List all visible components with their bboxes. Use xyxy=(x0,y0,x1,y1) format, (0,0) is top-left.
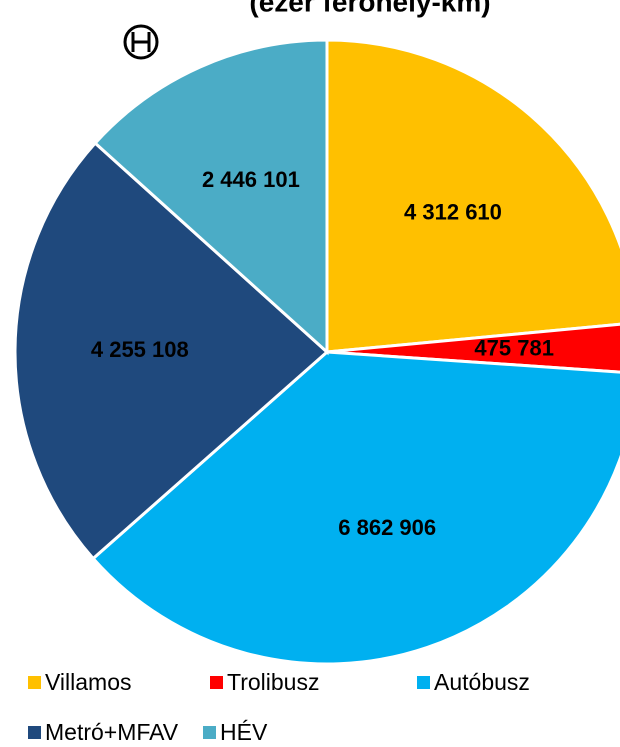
value-label: 4 312 610 xyxy=(404,199,502,224)
legend-swatch xyxy=(28,676,41,689)
pie-slice xyxy=(13,141,330,561)
value-label: 2 446 101 xyxy=(202,167,300,192)
legend-swatch xyxy=(203,726,216,739)
legend-swatch xyxy=(417,676,430,689)
value-label: 6 862 906 xyxy=(338,515,436,540)
value-label: 475 781 xyxy=(474,335,554,360)
legend-label: Villamos xyxy=(45,669,132,695)
pie-slice xyxy=(326,322,620,374)
chart-title: (ezer férőhely-km) xyxy=(249,0,490,17)
legend-label: Autóbusz xyxy=(434,669,530,695)
pie-slice xyxy=(93,38,329,356)
logo xyxy=(123,24,159,60)
legend-label: Trolibusz xyxy=(227,669,319,695)
value-label: 4 255 108 xyxy=(91,337,189,362)
legend-label: HÉV xyxy=(220,719,268,745)
pie-slice xyxy=(325,38,620,354)
legend-label: Metró+MFAV xyxy=(45,719,179,745)
legend-swatch xyxy=(28,726,41,739)
legend-swatch xyxy=(210,676,223,689)
pie-slice xyxy=(91,350,620,666)
